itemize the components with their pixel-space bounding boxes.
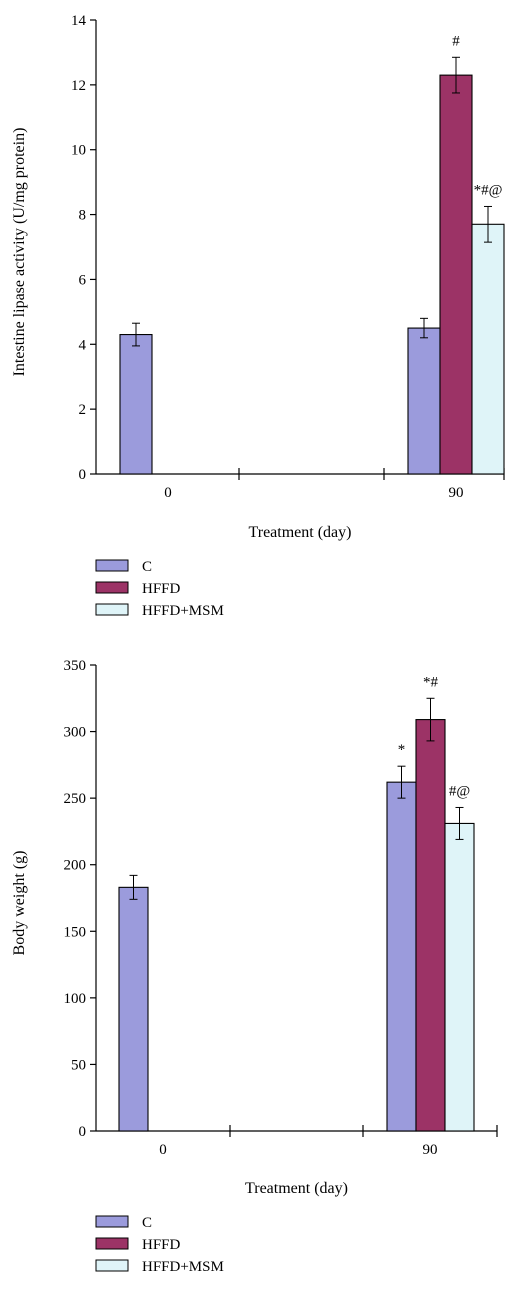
bar-c <box>407 327 441 475</box>
legend-swatch <box>95 1237 129 1250</box>
y-tick-label: 10 <box>71 143 86 159</box>
y-tick-label: 12 <box>71 78 86 94</box>
y-tick-label: 100 <box>64 991 87 1007</box>
y-tick-label: 2 <box>79 402 87 418</box>
y-tick-label: 6 <box>79 272 87 288</box>
y-tick-label: 0 <box>79 1124 87 1140</box>
x-axis-title: Treatment (day) <box>249 524 352 541</box>
y-tick-label: 50 <box>71 1057 86 1073</box>
significance-annotation: #@ <box>449 783 471 799</box>
y-tick-label: 300 <box>64 725 87 741</box>
legend-swatch <box>95 1259 129 1272</box>
y-tick-label: 8 <box>79 208 87 224</box>
legend-swatch <box>95 1215 129 1228</box>
bar-c <box>119 334 153 475</box>
bar-hffd-msm <box>471 223 505 475</box>
x-tick-label: 90 <box>423 1142 438 1158</box>
x-axis-title: Treatment (day) <box>245 1180 348 1197</box>
significance-annotation: * <box>398 742 406 758</box>
significance-annotation: *# <box>423 674 439 690</box>
legend-label: HFFD <box>142 581 181 597</box>
x-tick-label: 0 <box>159 1142 167 1158</box>
y-tick-label: 14 <box>71 13 87 29</box>
y-axis-title: Body weight (g) <box>11 851 28 956</box>
bar-hffd <box>415 719 446 1132</box>
legend-swatch <box>95 559 129 572</box>
y-tick-label: 250 <box>64 791 87 807</box>
y-tick-label: 150 <box>64 924 87 940</box>
y-tick-label: 4 <box>79 337 87 353</box>
bar-hffd-msm <box>444 822 475 1132</box>
bar-c <box>118 886 149 1132</box>
legend-label: C <box>142 559 152 575</box>
legend-label: HFFD+MSM <box>142 603 224 619</box>
legend-swatch <box>95 603 129 616</box>
y-tick-label: 350 <box>64 658 87 674</box>
y-axis-title: Intestine lipase activity (U/mg protein) <box>11 128 28 377</box>
legend-label: HFFD+MSM <box>142 1259 224 1275</box>
bar-hffd <box>439 74 473 475</box>
y-tick-label: 0 <box>79 467 87 483</box>
x-tick-label: 0 <box>164 485 172 501</box>
y-tick-label: 200 <box>64 858 87 874</box>
x-tick-label: 90 <box>449 485 464 501</box>
bar-c <box>386 781 417 1132</box>
significance-annotation: *#@ <box>474 182 503 198</box>
legend-label: C <box>142 1215 152 1231</box>
legend-label: HFFD <box>142 1237 181 1253</box>
legend-swatch <box>95 581 129 594</box>
significance-annotation: # <box>452 33 460 49</box>
